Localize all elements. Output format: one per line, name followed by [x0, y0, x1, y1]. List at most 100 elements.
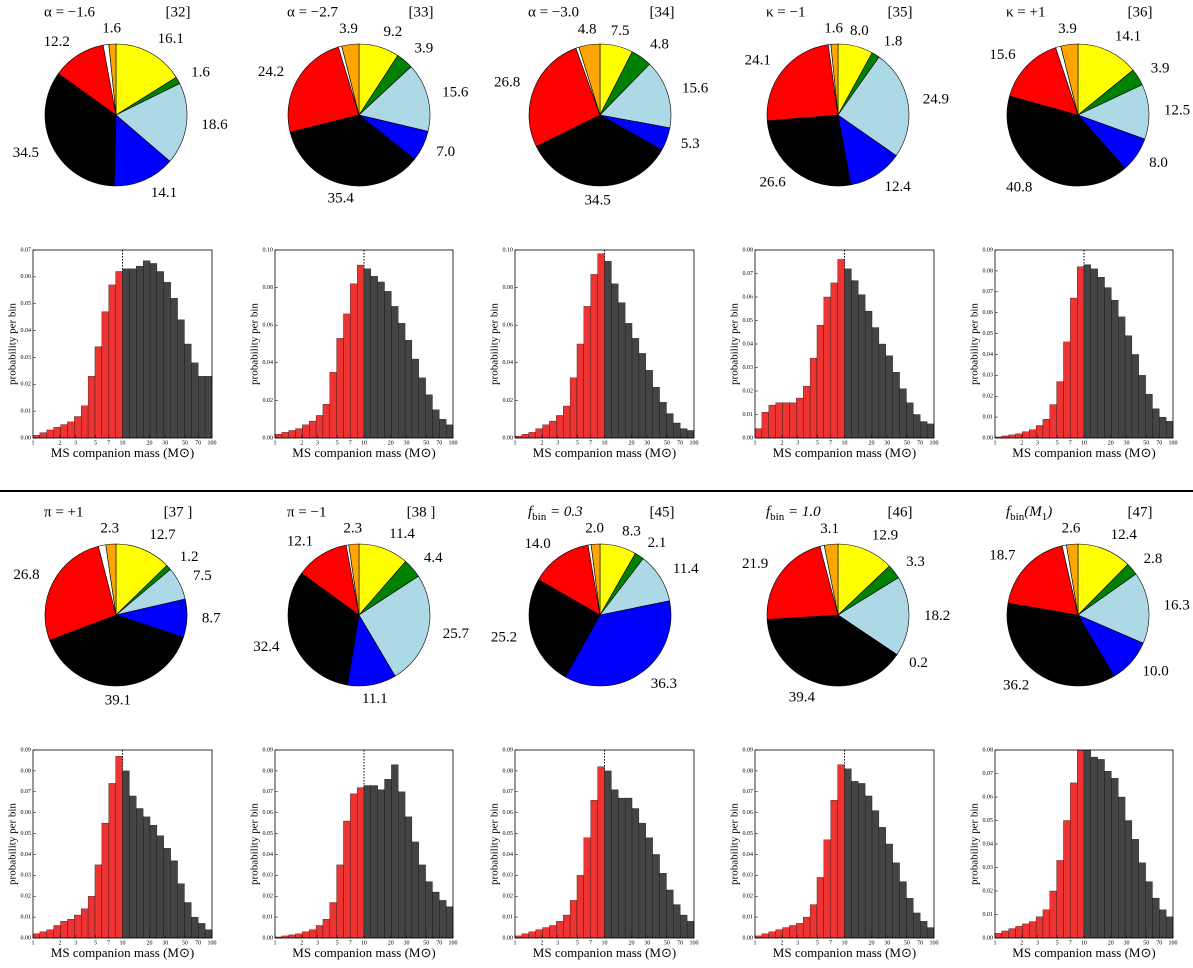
bar — [563, 914, 571, 939]
pie-slice — [115, 43, 177, 116]
panel-title: α = −1.6 — [44, 4, 96, 20]
pie-slice — [766, 114, 852, 187]
slice-label: 1.6 — [824, 21, 843, 37]
bar — [302, 931, 310, 939]
bar — [638, 822, 646, 939]
pie-slice — [837, 543, 890, 616]
y-tick-label: 0.06 — [743, 810, 754, 816]
bar — [659, 402, 667, 439]
pie-slice — [590, 543, 601, 616]
bar — [136, 808, 144, 939]
bar — [67, 919, 75, 939]
bar — [74, 416, 82, 439]
x-tick-label: 2 — [780, 440, 783, 446]
bar — [782, 402, 790, 439]
slice-label: 8.3 — [622, 523, 641, 539]
x-tick-label: 10 — [361, 440, 367, 446]
title-part: (M — [1024, 504, 1043, 520]
x-tick-label: 50 — [1143, 940, 1149, 946]
bar — [528, 931, 536, 939]
bar — [432, 891, 440, 939]
x-tick-label: 2 — [300, 940, 303, 946]
x-tick-label: 7 — [589, 940, 592, 946]
slice-label: 24.2 — [258, 64, 284, 80]
x-tick-label: 50 — [904, 440, 910, 446]
bar — [425, 881, 433, 939]
pie-slice — [1066, 543, 1079, 616]
bar — [521, 434, 529, 439]
reference: [32] — [166, 4, 191, 20]
bar — [329, 902, 337, 939]
x-tick-label: 7 — [829, 940, 832, 946]
bar — [1001, 930, 1009, 939]
x-tick-label: 100 — [690, 440, 699, 446]
y-tick-label: 0.07 — [983, 771, 994, 777]
slice-label: 2.3 — [100, 521, 119, 537]
bar — [295, 933, 303, 939]
y-tick-label: 0.06 — [743, 294, 754, 300]
x-tick-label: 7 — [589, 440, 592, 446]
slice-label: 14.0 — [525, 536, 551, 552]
bar — [1056, 860, 1064, 939]
slice-label: 8.7 — [202, 610, 221, 626]
pie-slice — [837, 577, 910, 655]
pie-slice — [830, 43, 839, 116]
bar — [528, 432, 536, 439]
reference: [33] — [409, 4, 434, 20]
bar — [823, 296, 831, 439]
x-tick-label: 7 — [1069, 940, 1072, 946]
bar — [1008, 434, 1016, 439]
x-tick-label: 1 — [32, 440, 35, 446]
x-tick-label: 1 — [274, 940, 277, 946]
bar — [858, 294, 866, 439]
bar — [611, 283, 619, 439]
x-tick-label: 70 — [436, 940, 442, 946]
bar — [569, 900, 578, 939]
pie-slice — [766, 545, 839, 620]
bar — [1104, 771, 1112, 939]
reference: [35] — [888, 4, 913, 20]
x-tick-label: 5 — [1056, 440, 1059, 446]
y-tick-label: 0.02 — [21, 382, 32, 388]
y-tick-label: 0.05 — [983, 331, 994, 337]
bar — [892, 372, 900, 439]
pie-slice — [1006, 95, 1126, 187]
bar — [384, 779, 392, 939]
slice-label: 25.2 — [491, 629, 517, 645]
slice-label: 11.4 — [389, 526, 415, 542]
bar — [94, 864, 102, 939]
y-tick-label: 0.00 — [21, 935, 32, 941]
x-tick-label: 50 — [1143, 440, 1149, 446]
bar — [322, 404, 330, 439]
y-tick-label: 0.06 — [503, 323, 514, 329]
slice-label: 3.9 — [1151, 61, 1170, 77]
slice-label: 24.9 — [923, 92, 949, 108]
bar — [177, 883, 185, 939]
slice-label: 1.6 — [102, 21, 121, 37]
bar — [680, 428, 688, 439]
reference: [38 ] — [407, 504, 436, 520]
y-tick-label: 0.03 — [983, 373, 994, 379]
bar — [1118, 316, 1126, 439]
x-axis-label: MS companion mass (M⊙) — [533, 945, 676, 960]
bar — [1042, 419, 1050, 439]
bar — [384, 291, 392, 439]
bar — [556, 921, 564, 939]
bar — [309, 420, 317, 439]
pie-slice — [115, 83, 188, 162]
y-tick-label: 0.02 — [263, 398, 274, 404]
slice-label: 8.0 — [850, 23, 869, 39]
slice-label: 26.8 — [494, 74, 520, 90]
bar — [370, 276, 378, 439]
bar — [809, 357, 818, 439]
x-tick-label: 7 — [107, 940, 110, 946]
y-axis-label: probability per bin — [489, 803, 501, 885]
x-tick-label: 100 — [208, 940, 217, 946]
slice-label: 1.6 — [191, 65, 210, 81]
pie-slice — [113, 114, 171, 187]
bar — [129, 795, 137, 939]
x-tick-label: 10 — [120, 940, 126, 946]
x-tick-label: 5 — [94, 940, 97, 946]
bar — [1077, 266, 1085, 439]
slice-label: 39.4 — [789, 689, 816, 705]
